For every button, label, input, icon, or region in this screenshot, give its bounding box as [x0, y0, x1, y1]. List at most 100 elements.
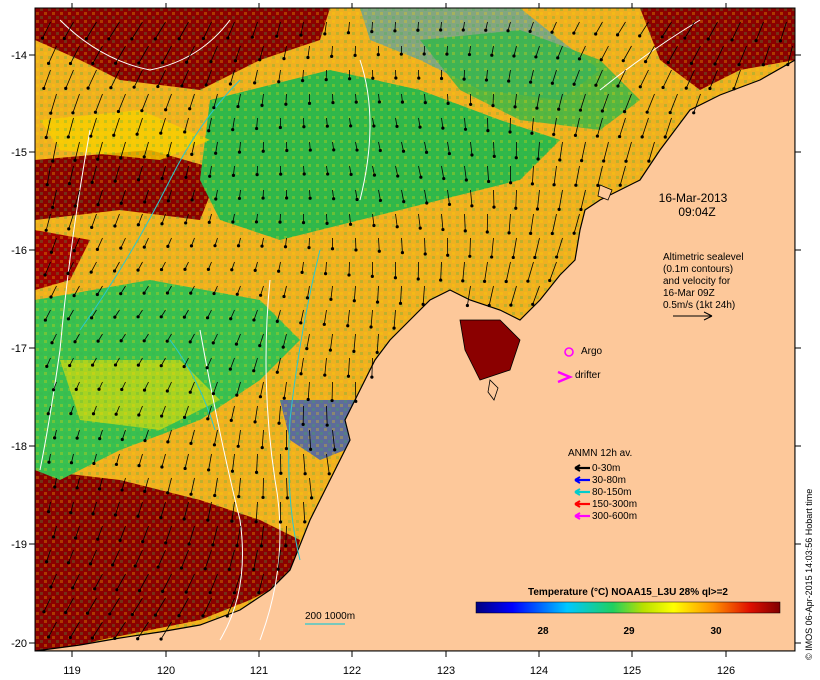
velocity-arrow — [140, 93, 149, 113]
velocity-arrow — [188, 93, 195, 111]
velocity-arrow — [260, 237, 264, 248]
velocity-arrow — [394, 69, 398, 80]
velocity-arrow — [278, 501, 283, 524]
velocity-arrow — [166, 429, 172, 444]
velocity-arrow — [113, 501, 120, 517]
velocity-arrow — [114, 453, 120, 467]
velocity-arrow — [260, 429, 264, 450]
y-tick: -14 — [11, 50, 801, 62]
velocity-arrow — [177, 21, 189, 41]
velocity-arrow — [370, 261, 374, 278]
velocity-arrow — [395, 117, 399, 128]
argo-label: Argo — [581, 346, 603, 357]
velocity-arrow — [550, 213, 557, 236]
velocity-arrow — [108, 597, 120, 616]
velocity-arrow — [400, 93, 405, 104]
velocity-arrow — [643, 45, 655, 64]
velocity-arrow — [666, 45, 678, 65]
colorbar-tick-label: 28 — [537, 626, 549, 637]
velocity-arrow — [136, 261, 143, 272]
velocity-arrow — [95, 237, 103, 251]
velocity-arrow — [486, 117, 490, 133]
velocity-arrow — [555, 237, 563, 259]
velocity-arrow — [237, 477, 241, 499]
velocity-arrow — [261, 477, 265, 500]
velocity-arrow — [143, 477, 149, 493]
velocity-arrow — [160, 405, 166, 418]
velocity-arrow — [214, 189, 218, 201]
velocity-arrow — [228, 69, 235, 86]
velocity-arrow — [69, 501, 74, 515]
velocity-arrow — [284, 93, 288, 106]
velocity-arrow — [255, 165, 259, 177]
velocity-arrow — [183, 261, 189, 271]
anmn-item: 300-600m — [574, 511, 637, 522]
velocity-arrow — [45, 357, 51, 368]
velocity-arrow — [277, 405, 281, 425]
velocity-arrow — [282, 45, 287, 61]
y-tick-label: -14 — [11, 50, 27, 62]
velocity-arrow — [208, 165, 212, 178]
velocity-arrow — [112, 261, 120, 273]
velocity-arrow — [346, 309, 350, 328]
colorbar-tick-label: 29 — [623, 626, 635, 637]
velocity-arrow — [182, 501, 189, 521]
velocity-arrow — [213, 237, 218, 248]
velocity-arrow — [136, 501, 143, 518]
x-tick: 121 — [250, 3, 268, 677]
velocity-arrow — [550, 69, 557, 85]
velocity-arrow — [594, 69, 603, 87]
y-tick: -17 — [11, 343, 801, 355]
velocity-arrow — [552, 117, 557, 137]
velocity-arrow — [422, 45, 426, 56]
velocity-arrow — [393, 261, 398, 280]
velocity-arrow — [462, 69, 466, 81]
velocity-arrow — [441, 165, 446, 181]
velocity-arrow — [325, 405, 329, 427]
y-tick-label: -15 — [11, 147, 27, 159]
velocity-arrow — [508, 117, 512, 134]
velocity-arrow — [160, 453, 166, 469]
velocity-arrow — [355, 189, 359, 202]
altimetry-line-3: and velocity for — [663, 276, 731, 287]
velocity-arrow — [683, 21, 695, 40]
velocity-arrow — [66, 117, 74, 139]
velocity-arrow — [88, 549, 97, 566]
velocity-arrow — [279, 453, 283, 475]
velocity-arrow — [491, 93, 495, 108]
anmn-item: 0-30m — [574, 463, 620, 474]
velocity-arrow — [204, 69, 212, 87]
velocity-arrow — [253, 261, 258, 272]
x-tick-label: 122 — [343, 665, 361, 677]
velocity-arrow — [159, 357, 166, 368]
velocity-arrow — [118, 525, 126, 542]
velocity-arrow — [580, 141, 586, 163]
velocity-arrow — [75, 477, 80, 490]
anmn-item: 80-150m — [574, 487, 631, 498]
velocity-arrow — [618, 165, 626, 187]
velocity-arrow — [332, 429, 337, 452]
velocity-arrow — [185, 45, 195, 64]
velocity-arrow — [93, 93, 103, 114]
velocity-arrow — [66, 309, 74, 321]
x-tick: 126 — [717, 3, 735, 677]
velocity-arrow — [46, 45, 57, 66]
velocity-arrow — [114, 45, 126, 65]
velocity-arrow — [439, 21, 443, 32]
velocity-arrow — [470, 189, 474, 208]
velocity-arrow — [509, 285, 517, 307]
velocity-arrow — [90, 357, 97, 367]
anmn-item-label: 300-600m — [592, 511, 637, 522]
velocity-arrow — [69, 405, 74, 416]
velocity-arrow — [577, 45, 586, 61]
velocity-arrow — [470, 141, 474, 157]
velocity-arrow — [468, 237, 472, 258]
velocity-arrow — [113, 165, 120, 183]
velocity-arrow — [260, 93, 264, 107]
velocity-arrow — [424, 141, 429, 154]
x-tick: 125 — [623, 3, 641, 677]
velocity-arrow — [509, 165, 513, 185]
velocity-arrow — [166, 477, 172, 495]
velocity-arrow — [418, 213, 422, 230]
colorbar-tick-label: 30 — [710, 626, 722, 637]
